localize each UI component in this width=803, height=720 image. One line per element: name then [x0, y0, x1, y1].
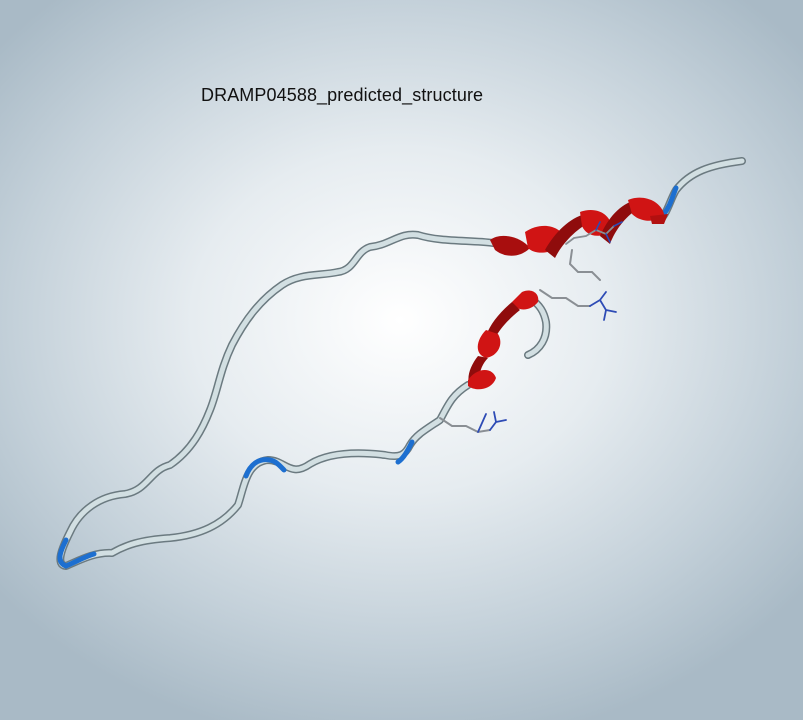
side-chains [439, 221, 623, 434]
turn-segments [57, 185, 679, 569]
structure-title: DRAMP04588_predicted_structure [201, 85, 484, 105]
helix-upper [490, 197, 668, 258]
coil-backbone [56, 157, 746, 570]
helix-lower [468, 290, 539, 390]
